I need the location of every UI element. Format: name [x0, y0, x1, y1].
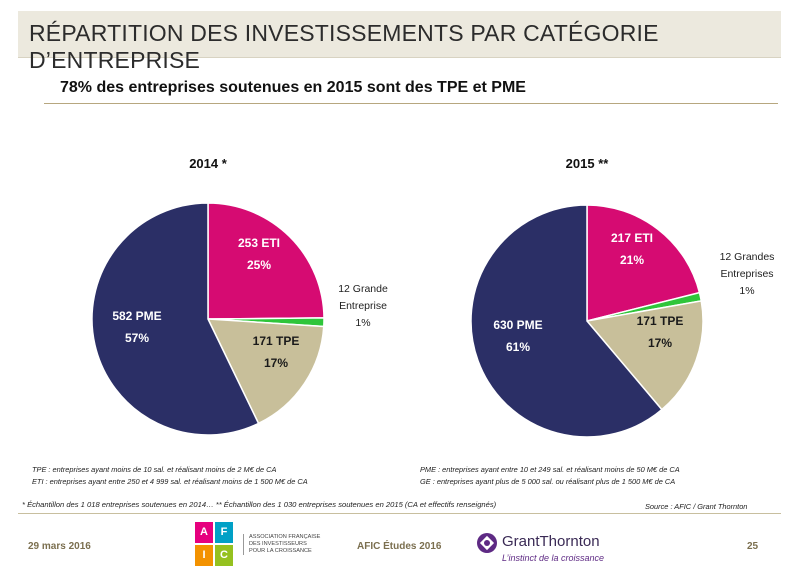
pie-slice-1-eti: [586, 204, 701, 322]
afic-letter-f: F: [215, 522, 233, 543]
pie-slice-1-pme: [470, 204, 663, 438]
footer-divider: [18, 513, 781, 514]
pie-slice-0-eti: [207, 202, 325, 320]
slice-label-0-0-0: 253 ETI: [238, 236, 280, 250]
slice-label-0-1-0: 12 Grande: [338, 283, 388, 295]
slice-label-1-2-0: 171 TPE: [637, 314, 684, 328]
source-note: Source : AFIC / Grant Thornton: [645, 502, 748, 511]
slice-label-1-1-1: Entreprises: [720, 268, 773, 280]
afic-letter-c: C: [215, 545, 233, 566]
afic-letter-i: I: [195, 545, 213, 566]
definition-ge: GE : entreprises ayant plus de 5 000 sal…: [420, 477, 676, 486]
definition-pme: PME : entreprises ayant entre 10 et 249 …: [420, 465, 680, 474]
definition-eti: ETI : entreprises ayant entre 250 et 4 9…: [32, 477, 308, 486]
slice-label-0-3-1: 57%: [125, 331, 149, 345]
pie-slice-1-tpe: [585, 300, 704, 411]
slice-label-0-3-0: 582 PME: [112, 309, 161, 323]
chart-title-0: 2014 *: [189, 156, 228, 171]
slice-label-0-1-2: 1%: [355, 317, 370, 329]
slice-label-0-2-0: 171 TPE: [253, 334, 300, 348]
slice-label-1-2-1: 17%: [648, 336, 672, 350]
page-number: 25: [747, 541, 759, 552]
slice-label-1-1-0: 12 Grandes: [720, 251, 775, 263]
pie-slice-0-tpe: [206, 318, 325, 425]
pie-slice-0-pme: [91, 202, 260, 436]
page-title: RÉPARTITION DES INVESTISSEMENTS PAR CATÉ…: [29, 20, 659, 73]
slice-label-1-0-1: 21%: [620, 253, 644, 267]
subtitle-divider: [44, 103, 778, 104]
chart-title-1: 2015 **: [566, 156, 610, 171]
footer-center: AFIC Études 2016: [357, 541, 442, 552]
grant-thornton-tagline: L’instinct de la croissance: [502, 553, 605, 563]
sample-note: * Échantillon des 1 018 entreprises sout…: [22, 500, 497, 509]
slice-label-1-0-0: 217 ETI: [611, 231, 653, 245]
afic-logo: A F I C: [195, 522, 235, 568]
definition-tpe: TPE : entreprises ayant moins de 10 sal.…: [32, 465, 277, 474]
footer-date: 29 mars 2016: [28, 541, 91, 552]
grant-thornton-name: GrantThornton: [502, 533, 600, 550]
slice-label-1-3-1: 61%: [506, 340, 530, 354]
slice-label-0-0-1: 25%: [247, 258, 271, 272]
slice-label-1-3-0: 630 PME: [493, 318, 542, 332]
afic-association-name: ASSOCIATION FRANÇAISE DES INVESTISSEURS …: [243, 534, 320, 555]
subtitle: 78% des entreprises soutenues en 2015 so…: [60, 79, 526, 96]
grant-thornton-emblem-icon: [477, 533, 497, 553]
slice-label-0-2-1: 17%: [264, 356, 288, 370]
afic-letter-a: A: [195, 522, 213, 543]
slice-label-1-1-2: 1%: [739, 285, 754, 297]
slice-label-0-1-1: Entreprise: [339, 300, 387, 312]
title-bar: RÉPARTITION DES INVESTISSEMENTS PAR CATÉ…: [18, 11, 781, 73]
